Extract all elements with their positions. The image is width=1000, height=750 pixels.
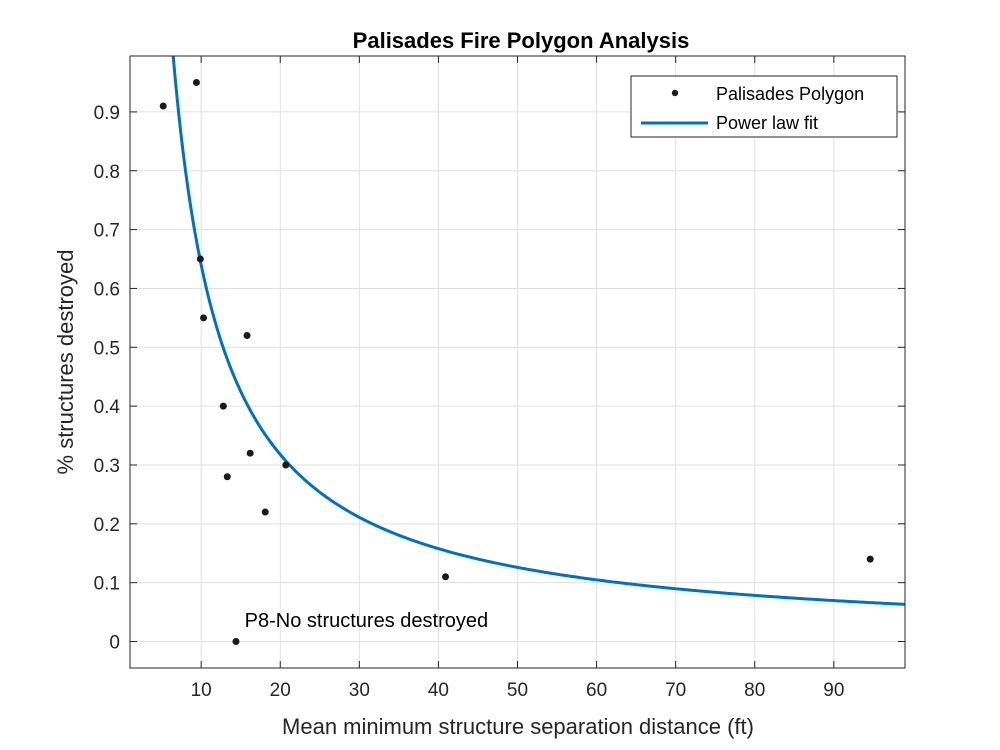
y-tick-label: 0.7 — [94, 221, 120, 242]
x-tick-label: 20 — [270, 680, 291, 701]
y-tick-label: 0.6 — [94, 279, 120, 300]
chart-title: Palisades Fire Polygon Analysis — [353, 28, 690, 53]
data-point — [246, 449, 254, 457]
y-tick-label: 0.5 — [94, 338, 120, 359]
x-axis-label: Mean minimum structure separation distan… — [282, 714, 754, 739]
legend-label-palisades-polygon: Palisades Polygon — [716, 84, 864, 104]
x-tick-label: 40 — [428, 680, 449, 701]
x-tick-label: 70 — [665, 680, 686, 701]
y-tick-label: 0.4 — [94, 397, 121, 418]
y-tick-label: 0.8 — [94, 162, 120, 183]
y-tick-label: 0.2 — [94, 515, 120, 536]
legend-marker-palisades-polygon — [671, 89, 679, 97]
y-axis-label: % structures destroyed — [53, 250, 78, 475]
legend-label-power-law-fit: Power law fit — [716, 113, 818, 133]
data-points-layer — [159, 78, 874, 646]
data-point — [282, 461, 290, 469]
data-point — [261, 508, 269, 516]
x-tick-label: 90 — [823, 680, 844, 701]
y-tick-label: 0 — [109, 633, 120, 654]
data-point — [219, 402, 227, 410]
annotation-p8: P8-No structures destroyed — [245, 610, 488, 632]
legend-box — [630, 75, 898, 138]
y-tick-label: 0.3 — [94, 456, 120, 477]
x-tick-label: 80 — [744, 680, 765, 701]
data-point — [200, 314, 208, 322]
x-tick-label: 50 — [507, 680, 528, 701]
data-point — [866, 555, 874, 563]
data-point — [243, 332, 251, 340]
data-point — [159, 102, 167, 110]
data-point — [223, 473, 231, 481]
x-tick-label: 30 — [349, 680, 370, 701]
grid — [130, 56, 905, 668]
y-tick-label: 0.1 — [94, 574, 120, 595]
data-point — [232, 638, 240, 646]
x-tick-label: 60 — [586, 680, 607, 701]
y-tick-label: 0.9 — [94, 103, 120, 124]
data-point — [192, 78, 200, 86]
legend: Palisades Polygon Power law fit — [630, 75, 898, 138]
x-tick-label: 10 — [191, 680, 212, 701]
data-point — [442, 573, 450, 581]
ticks-layer: 10 20 30 40 50 60 70 80 90 0 0.1 0.2 0.3 0.4 0.5 0.6 0.7… — [94, 56, 905, 701]
data-point — [196, 255, 204, 263]
